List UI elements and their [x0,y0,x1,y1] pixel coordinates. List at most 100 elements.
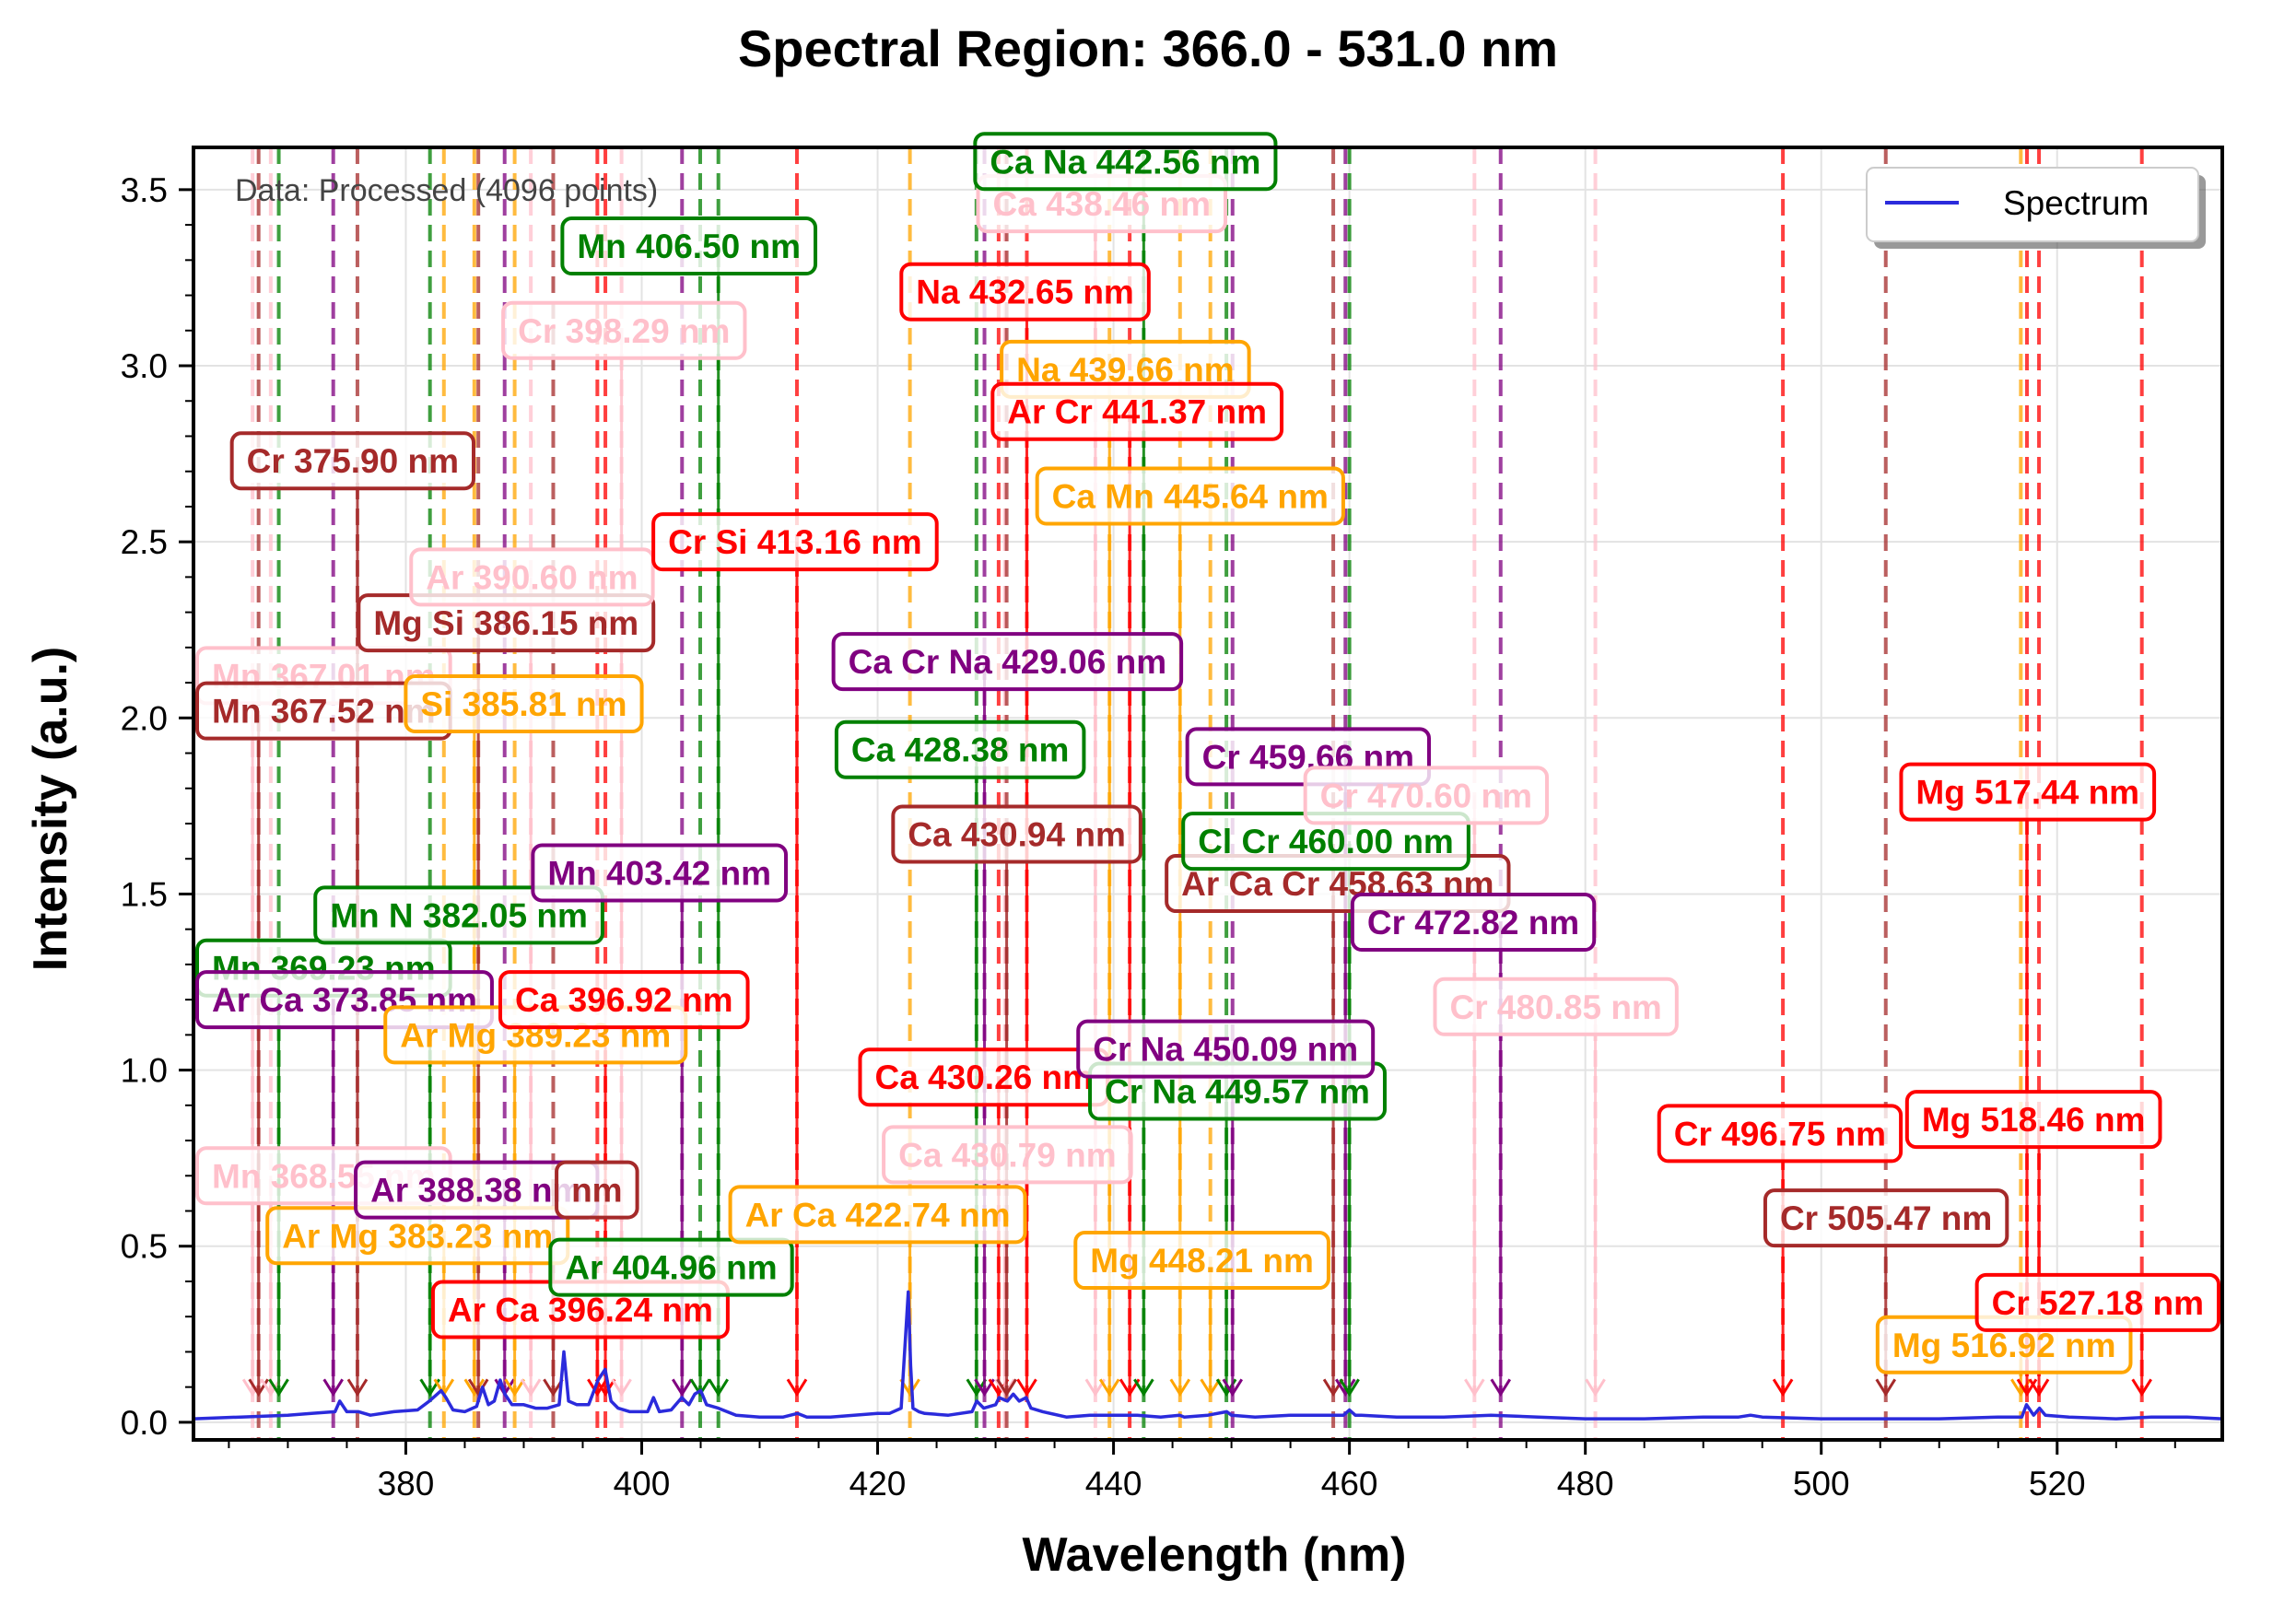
annotation-text: Mn N 382.05 nm [330,896,588,934]
annotation-label: Mg 517.44 nm [1899,762,2157,822]
annotation-box [834,719,1086,779]
annotation-box [501,300,747,360]
y-axis-label: Intensity (a.u.) [24,647,77,971]
annotation-box [409,547,655,607]
spectrum-line [193,1290,2223,1421]
annotation-box [1904,1090,2162,1150]
annotation-box [891,804,1142,864]
annotation-arrowhead [594,1378,616,1398]
annotation-arrowhead [1335,1378,1356,1398]
annotation-text: Cr 480.85 nm [1449,988,1661,1026]
annotation-label: Ca Mn 445.64 nm [1035,466,1345,526]
x-tick-label: 520 [2029,1465,2086,1503]
annotation-box [651,512,939,572]
x-tick-label: 440 [1085,1465,1142,1503]
annotation-text: Cr 470.60 nm [1320,777,1532,814]
annotation-box [313,885,604,945]
annotation-arrowhead [1084,1378,1107,1398]
annotation-text: Ar 390.60 nm [426,558,638,596]
annotation-box [560,216,818,276]
annotation-label: Ar Cr 441.37 nm [990,381,1284,441]
x-tick-label: 460 [1321,1465,1378,1503]
annotation-text: Mn 406.50 nm [577,228,801,265]
legend-box [1866,167,2199,242]
annotation-box [831,632,1184,692]
annotation-text: Mg Si 386.15 nm [373,604,638,642]
annotation-text: Mg 516.92 nm [1892,1327,2116,1364]
annotation-box [498,970,750,1030]
annotation-label: Cr 398.29 nm [501,300,747,360]
annotation-box [1076,1019,1376,1079]
annotation-label: Ar 404.96 nm [548,1237,794,1297]
annotation-box [1073,1231,1330,1291]
annotation-text: nm [571,1172,623,1210]
annotation-text: Cr 496.75 nm [1674,1115,1886,1152]
annotation-text: Ar 404.96 nm [565,1249,777,1287]
annotation-text: Ar Ca 396.24 nm [448,1292,713,1329]
annotation-label: Cr 480.85 nm [1433,977,1679,1036]
annotation-arrowhead [1200,1378,1221,1398]
x-tick-label: 380 [378,1465,435,1503]
y-tick-label: 1.0 [121,1052,168,1090]
annotation-box [882,1125,1133,1185]
annotation-label: Mn N 382.05 nm [313,885,604,945]
annotation-text: Mg 517.44 nm [1915,774,2139,812]
annotation-arrowhead [708,1378,729,1398]
annotation-label: Ar 388.38 nm [354,1160,600,1220]
annotation-text: Cr Na 450.09 nm [1093,1031,1358,1069]
x-axis-label: Wavelength (nm) [1023,1528,1407,1582]
x-tick-label: 420 [849,1465,907,1503]
annotation-text: Mg 518.46 nm [1922,1101,2146,1139]
legend-series-label: Spectrum [2003,184,2149,222]
annotation-label: Cr 472.82 nm [1350,893,1597,953]
annotation-box [1433,977,1679,1036]
annotation-label: Ca 396.92 nm [498,970,750,1030]
annotation-box [1035,466,1345,526]
annotation-arrowhead [1133,1378,1154,1398]
annotation-label: Mg 448.21 nm [1073,1231,1330,1291]
annotation-text: Ar Ca 422.74 nm [745,1196,1011,1234]
annotation-text: Cr 505.47 nm [1780,1199,1992,1237]
annotation-label: Na 432.65 nm [899,262,1151,322]
annotation-arrowhead [689,1378,711,1398]
annotation-label: Cr 375.90 nm [229,431,476,491]
annotation-arrowhead [1119,1378,1141,1398]
annotation-arrowhead [1772,1378,1794,1398]
axis-ticks: 380 400 420 440 460 480 500 520 0.0 0.5 1.0 1.5 2.0 2… [121,171,2176,1503]
annotation-arrowhead [672,1378,693,1398]
annotation-text: Cl Cr 460.00 nm [1198,823,1454,860]
annotation-arrowhead [996,1378,1017,1398]
annotation-text: Ca 430.79 nm [898,1136,1117,1174]
annotation-label: Mg 518.46 nm [1904,1090,2162,1150]
annotation-arrowhead [419,1378,440,1398]
y-tick-label: 2.5 [121,523,168,561]
annotation-arrowhead [1016,1378,1037,1398]
annotation-box [990,381,1284,441]
annotation-box [899,262,1151,322]
y-tick-label: 0.5 [121,1228,168,1266]
data-note: Data: Processed (4096 points) [235,173,658,208]
annotation-label: nm [555,1160,639,1220]
annotation-text: Ar Mg 383.23 nm [282,1217,553,1255]
annotation-text: Cr Na 449.57 nm [1105,1073,1370,1111]
annotation-arrowhead [504,1378,525,1398]
y-tick-label: 0.0 [121,1404,168,1442]
annotation-arrowhead [260,1378,282,1398]
annotation-label: Ca Cr Na 429.06 nm [831,632,1184,692]
annotation-arrowhead [268,1378,289,1398]
annotation-label: Ca 430.79 nm [882,1125,1133,1185]
x-tick-label: 400 [614,1465,671,1503]
annotation-text: Ca Mn 445.64 nm [1052,477,1329,515]
annotation-box [531,843,789,903]
annotation-arrowhead [463,1378,486,1398]
annotation-box [1974,1272,2220,1332]
annotation-arrowhead [346,1378,369,1398]
annotation-text: Mg 448.21 nm [1090,1242,1314,1280]
annotation-label: Ar Ca 422.74 nm [728,1185,1027,1245]
y-tick-label: 3.0 [121,347,168,385]
annotation-text: Ar Cr 441.37 nm [1007,393,1267,431]
series-layer [193,1290,2223,1421]
annotation-text: Mn 403.42 nm [547,855,771,893]
annotation-arrowhead [1585,1378,1606,1398]
annotation-arrowhead [1875,1378,1897,1398]
